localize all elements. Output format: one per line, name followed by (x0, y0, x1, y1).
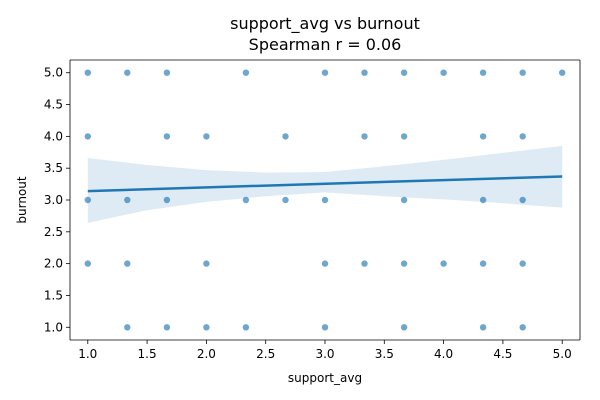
data-point (124, 324, 131, 331)
x-tick-label: 3.0 (315, 347, 334, 361)
data-point (124, 69, 131, 76)
y-tick-label: 4.5 (44, 98, 63, 112)
y-tick-label: 1.5 (44, 288, 63, 302)
y-axis-ticks: 1.0 1.5 2.0 2.5 3.0 3.5 4.0 4.5 5.0 (44, 66, 70, 334)
data-point (400, 324, 408, 331)
x-tick-label: 4.5 (493, 347, 512, 361)
data-point (203, 260, 210, 267)
data-point (124, 196, 131, 204)
y-tick-label: 3.0 (44, 193, 63, 207)
data-point (400, 196, 408, 204)
chart-subtitle: Spearman r = 0.06 (249, 35, 402, 54)
x-tick-label: 1.0 (78, 347, 97, 361)
data-point (163, 196, 171, 204)
y-tick-label: 5.0 (44, 66, 63, 80)
y-tick-label: 2.0 (44, 257, 63, 271)
data-point (84, 196, 92, 204)
data-point (163, 69, 171, 76)
data-point (242, 196, 250, 204)
data-point (124, 260, 131, 267)
data-point (440, 69, 447, 76)
x-tick-label: 2.5 (256, 347, 275, 361)
data-point (440, 260, 447, 267)
data-point (282, 133, 289, 140)
x-axis-label: support_avg (288, 371, 362, 385)
data-point (519, 196, 526, 204)
data-point (242, 324, 250, 331)
points-layer (84, 69, 566, 331)
data-point (361, 69, 368, 76)
data-point (519, 324, 526, 331)
data-point (242, 69, 250, 76)
y-axis-label: burnout (15, 176, 29, 223)
y-tick-label: 3.5 (44, 161, 63, 175)
x-axis-ticks: 1.0 1.5 2.0 2.5 3.0 3.5 4.0 4.5 5.0 (78, 340, 572, 361)
data-point (400, 69, 408, 76)
data-point (479, 196, 487, 204)
regression-line-layer (87, 175, 563, 193)
data-point (479, 133, 487, 140)
data-point (559, 69, 566, 76)
data-point (84, 69, 92, 76)
data-point (479, 324, 487, 331)
x-tick-label: 5.0 (553, 347, 572, 361)
data-point (400, 260, 408, 267)
data-point (163, 324, 171, 331)
data-point (282, 196, 289, 204)
data-point (163, 133, 171, 140)
data-point (203, 133, 210, 140)
data-point (321, 260, 329, 267)
data-point (361, 133, 368, 140)
data-point (321, 69, 329, 76)
data-point (321, 196, 329, 204)
data-point (519, 69, 526, 76)
chart-title: support_avg vs burnout (230, 14, 420, 34)
data-point (519, 133, 526, 140)
y-tick-label: 1.0 (44, 320, 63, 334)
x-tick-label: 3.5 (375, 347, 394, 361)
y-tick-label: 4.0 (44, 129, 63, 143)
data-point (84, 260, 92, 267)
x-tick-label: 4.0 (434, 347, 453, 361)
y-tick-label: 2.5 (44, 225, 63, 239)
data-point (519, 260, 526, 267)
data-point (321, 324, 329, 331)
data-point (479, 260, 487, 267)
data-point (361, 260, 368, 267)
x-tick-label: 1.5 (138, 347, 157, 361)
data-point (84, 133, 92, 140)
x-tick-label: 2.0 (197, 347, 216, 361)
data-point (203, 324, 210, 331)
data-point (479, 69, 487, 76)
regression-line (87, 175, 563, 193)
data-point (400, 133, 408, 140)
